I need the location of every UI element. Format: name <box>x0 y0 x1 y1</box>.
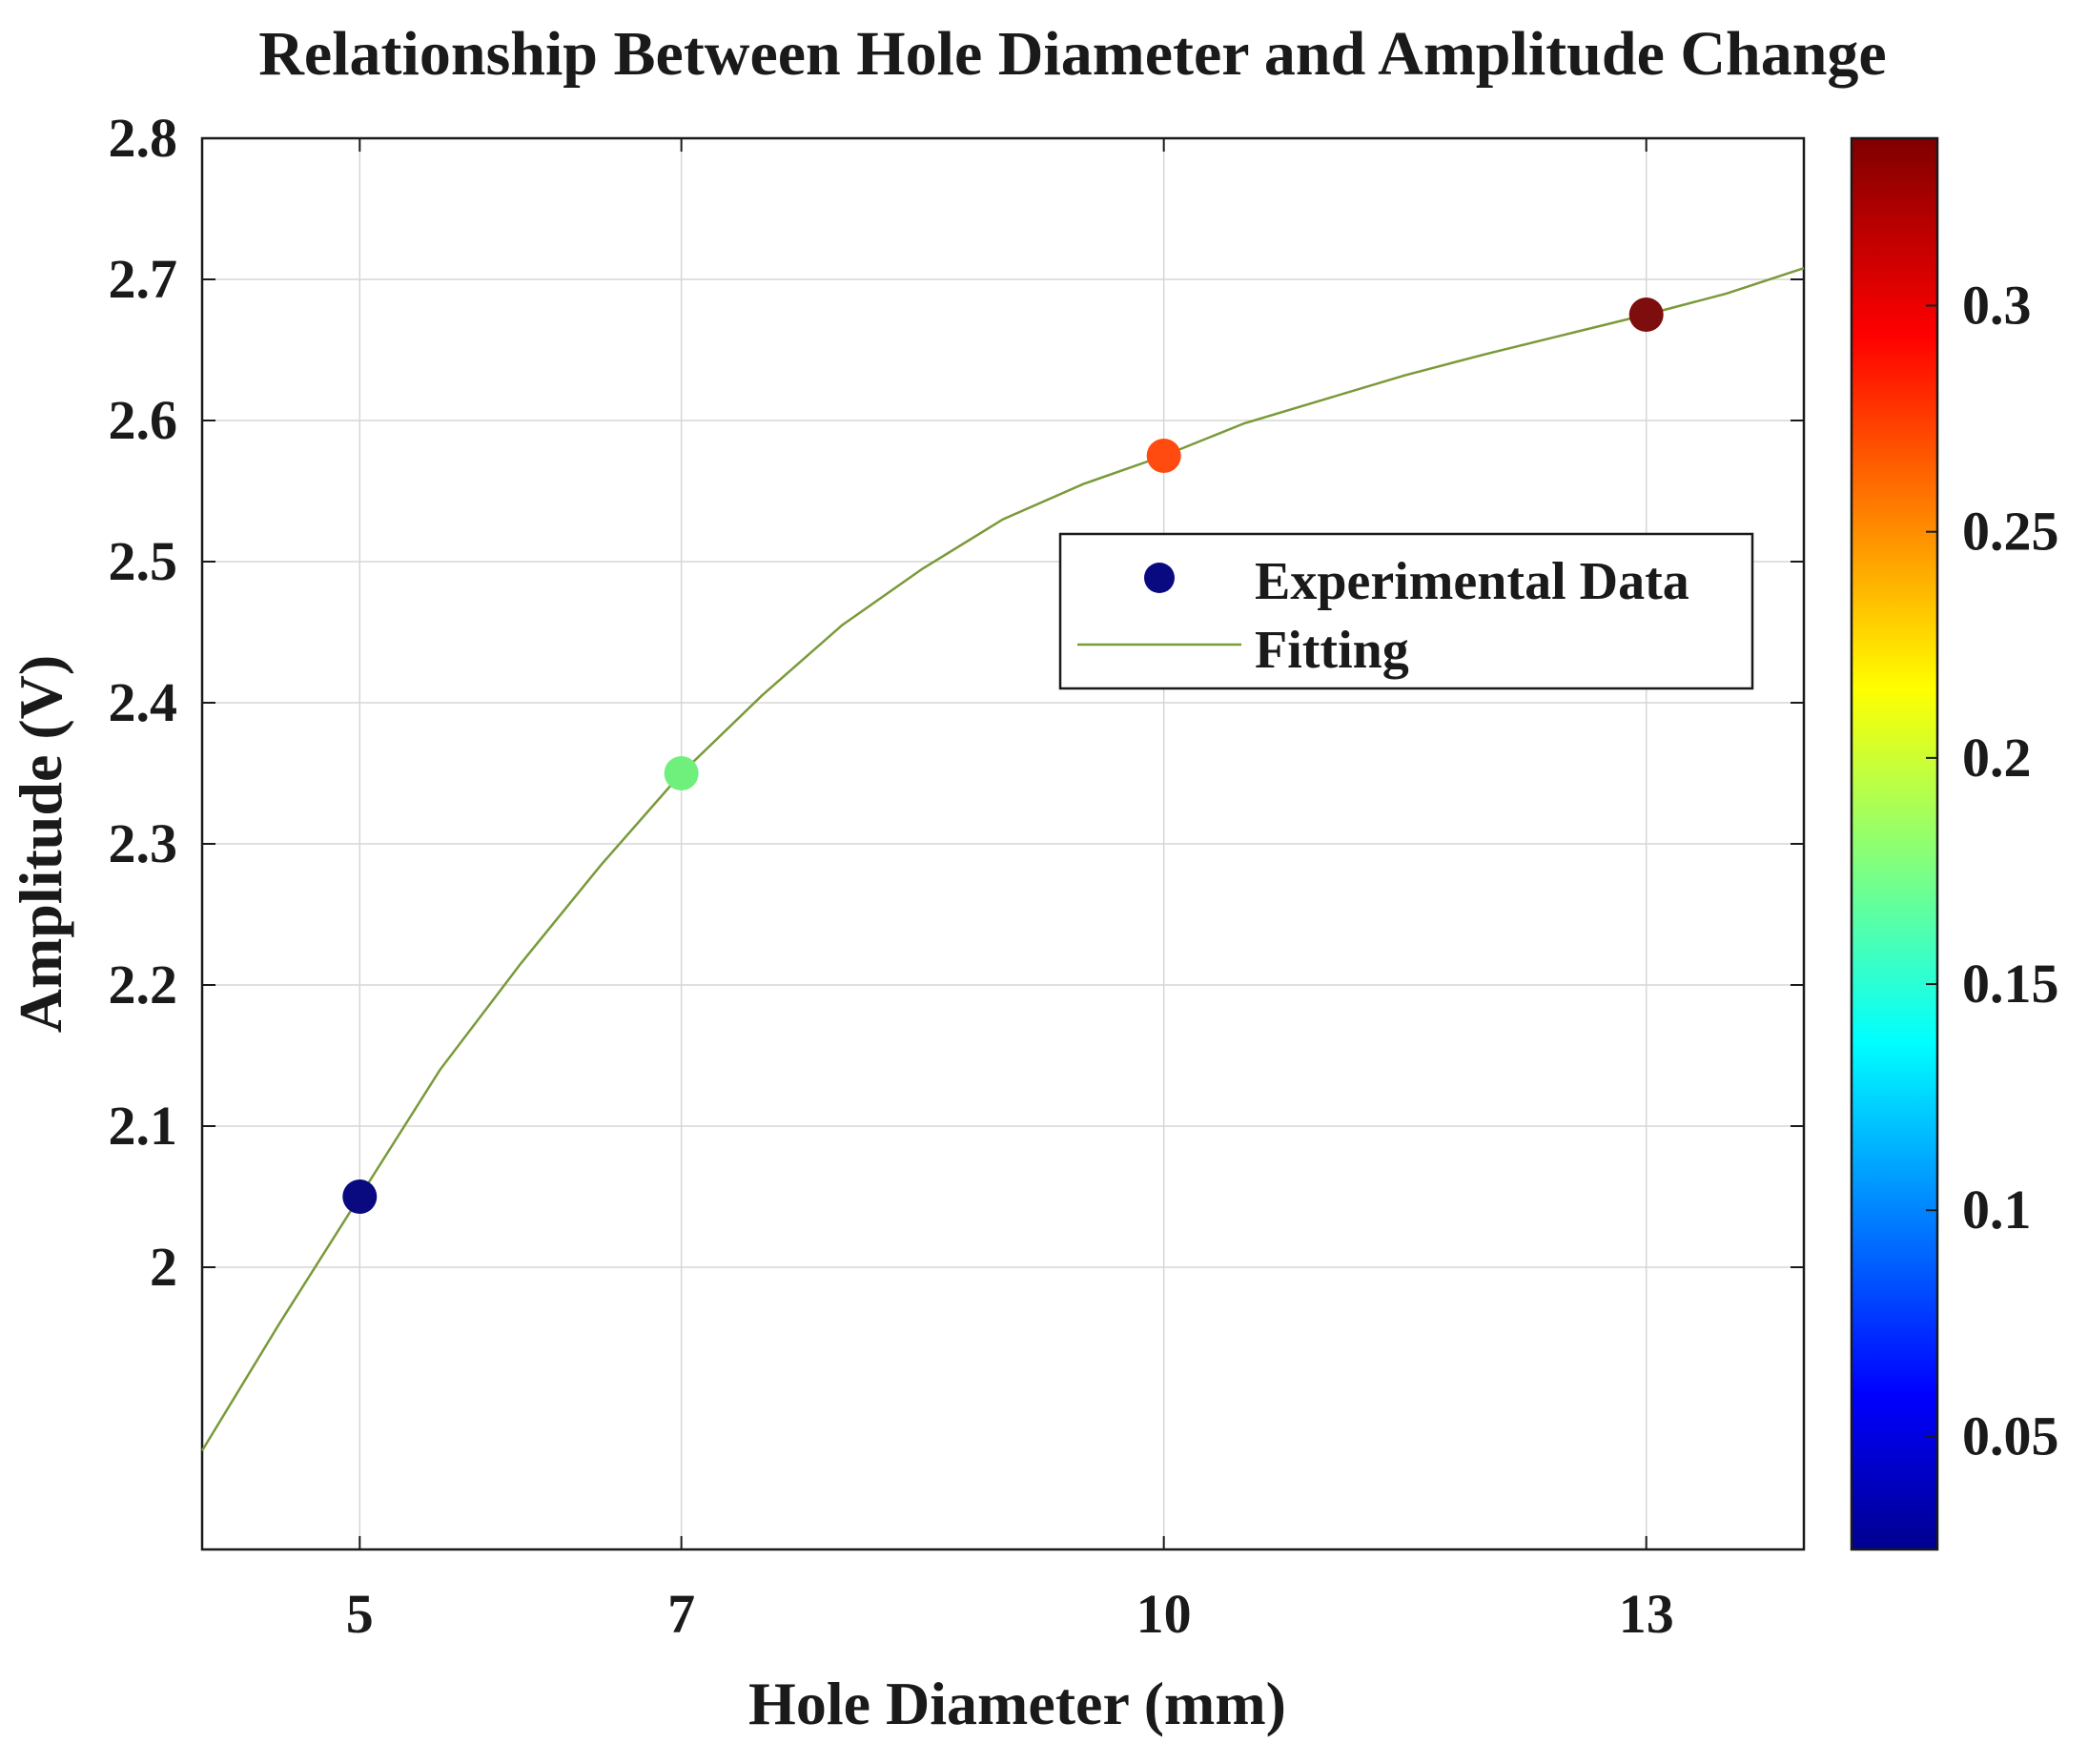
y-tick-label: 2.2 <box>109 954 178 1015</box>
y-tick-label: 2.6 <box>109 389 178 451</box>
data-points-layer <box>342 297 1664 1214</box>
data-point <box>1628 297 1664 332</box>
data-point <box>1146 439 1181 473</box>
x-tick-label: 5 <box>346 1583 374 1645</box>
y-tick-label: 2.1 <box>109 1095 178 1157</box>
y-axis-label: Amplitude (V) <box>7 655 74 1033</box>
y-axis-ticks: 2 2.1 2.2 2.3 2.4 2.5 2.6 2.7 2.8 <box>109 107 1804 1298</box>
data-point <box>664 756 699 790</box>
chart-title: Relationship Between Hole Diameter and A… <box>258 19 1886 89</box>
y-tick-label: 2.3 <box>109 812 178 874</box>
x-tick-label: 10 <box>1136 1583 1192 1645</box>
fitting-curve-layer <box>200 267 1805 1452</box>
y-tick-label: 2.7 <box>109 248 178 310</box>
colorbar-tick-label: 0.2 <box>1962 727 2032 789</box>
x-tick-label: 7 <box>667 1583 695 1645</box>
x-tick-label: 13 <box>1619 1583 1674 1645</box>
legend-marker-experimental-data <box>1144 563 1175 593</box>
data-point <box>342 1179 378 1214</box>
colorbar-tick-label: 0.25 <box>1962 501 2059 563</box>
x-axis-ticks: 5 7 10 13 <box>346 138 1674 1645</box>
y-tick-label: 2.8 <box>109 107 178 169</box>
legend-label-experimental-data: Experimental Data <box>1255 552 1689 611</box>
legend-label-fitting: Fitting <box>1255 621 1409 680</box>
colorbar-ticks: 0.05 0.1 0.15 0.2 0.25 0.3 <box>1926 275 2059 1467</box>
x-axis-label: Hole Diameter (mm) <box>748 1670 1286 1737</box>
colorbar-tick-label: 0.1 <box>1962 1179 2032 1241</box>
grid-lines <box>202 137 1804 1549</box>
fitting-curve <box>200 267 1805 1452</box>
legend-box <box>1058 532 1754 690</box>
y-tick-label: 2.5 <box>109 530 178 592</box>
colorbar-tick-label: 0.3 <box>1962 275 2032 337</box>
legend: Experimental Data Fitting <box>1058 532 1754 690</box>
colorbar: 0.05 0.1 0.15 0.2 0.25 0.3 <box>1850 136 2059 1551</box>
colorbar-tick-label: 0.05 <box>1962 1405 2059 1467</box>
y-tick-label: 2.4 <box>109 671 178 733</box>
colorbar-gradient <box>1850 136 1939 1551</box>
colorbar-tick-label: 0.15 <box>1962 953 2059 1015</box>
y-tick-label: 2 <box>150 1236 177 1298</box>
